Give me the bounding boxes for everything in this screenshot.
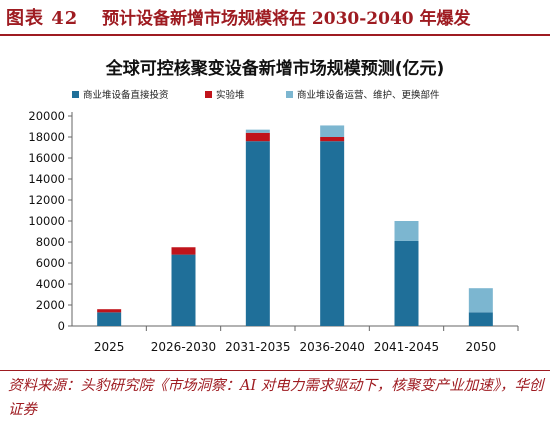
x-tick-label-4: 2041-2045 bbox=[374, 340, 439, 354]
bar-2-series-2 bbox=[245, 129, 270, 133]
x-tick-label-3: 2036-2040 bbox=[299, 340, 364, 354]
bar-2-series-1 bbox=[245, 132, 270, 142]
bar-5-series-0 bbox=[468, 312, 493, 326]
y-tick-label-10: 20000 bbox=[28, 109, 65, 123]
y-tick-label-4: 8000 bbox=[36, 235, 65, 249]
legend-label-2: 商业堆设备运营、维护、更换部件 bbox=[297, 89, 440, 101]
bar-4-series-0 bbox=[394, 240, 419, 326]
chart-title: 全球可控核聚变设备新增市场规模预测(亿元) bbox=[105, 59, 445, 79]
figure-number: 图表 42 bbox=[6, 8, 79, 29]
y-tick-label-6: 12000 bbox=[28, 193, 65, 207]
y-tick-label-1: 2000 bbox=[36, 298, 65, 312]
chart-area: 全球可控核聚变设备新增市场规模预测(亿元) 商业堆设备直接投资 实验堆 商业堆设备运… bbox=[0, 40, 550, 360]
bar-3-series-0 bbox=[320, 141, 345, 326]
bar-4-series-2 bbox=[394, 221, 419, 241]
stacked-bar-chart: 商业堆设备直接投资 实验堆 商业堆设备运营、维护、更换部件 0 2000 4000 6000… bbox=[28, 89, 519, 354]
bar-5-series-2 bbox=[468, 288, 493, 313]
header-divider bbox=[0, 34, 550, 36]
figure-title: 预计设备新增市场规模将在 2030-2040 年爆发 bbox=[102, 9, 471, 29]
legend-swatch-0 bbox=[72, 91, 79, 98]
x-tick-label-0: 2025 bbox=[94, 340, 125, 354]
bar-2-series-0 bbox=[245, 141, 270, 326]
bar-1-series-1 bbox=[171, 247, 196, 255]
y-tick-label-9: 18000 bbox=[28, 130, 65, 144]
y-tick-label-0: 0 bbox=[58, 319, 65, 333]
source-note: 资料来源：头豹研究院《市场洞察：AI 对电力需求驱动下，核聚变产业加速》，华创证… bbox=[8, 378, 544, 418]
x-tick-label-5: 2050 bbox=[466, 340, 497, 354]
y-tick-label-7: 14000 bbox=[28, 172, 65, 186]
figure-header: 图表 42 预计设备新增市场规模将在 2030-2040 年爆发 bbox=[0, 0, 550, 38]
bar-0-series-1 bbox=[97, 309, 122, 313]
legend-label-1: 实验堆 bbox=[216, 89, 245, 101]
y-tick-label-5: 10000 bbox=[28, 214, 65, 228]
y-tick-label-2: 4000 bbox=[36, 277, 65, 291]
bar-0-series-0 bbox=[97, 312, 122, 326]
bar-1-series-0 bbox=[171, 254, 196, 326]
bar-3-series-2 bbox=[320, 125, 345, 137]
source-divider bbox=[0, 370, 550, 371]
y-tick-label-3: 6000 bbox=[36, 256, 65, 270]
x-tick-label-2: 2031-2035 bbox=[225, 340, 290, 354]
y-tick-label-8: 16000 bbox=[28, 151, 65, 165]
x-tick-label-1: 2026-2030 bbox=[151, 340, 216, 354]
legend-swatch-1 bbox=[205, 91, 212, 98]
bar-3-series-1 bbox=[320, 137, 345, 142]
legend-swatch-2 bbox=[286, 91, 293, 98]
legend-label-0: 商业堆设备直接投资 bbox=[83, 89, 169, 101]
